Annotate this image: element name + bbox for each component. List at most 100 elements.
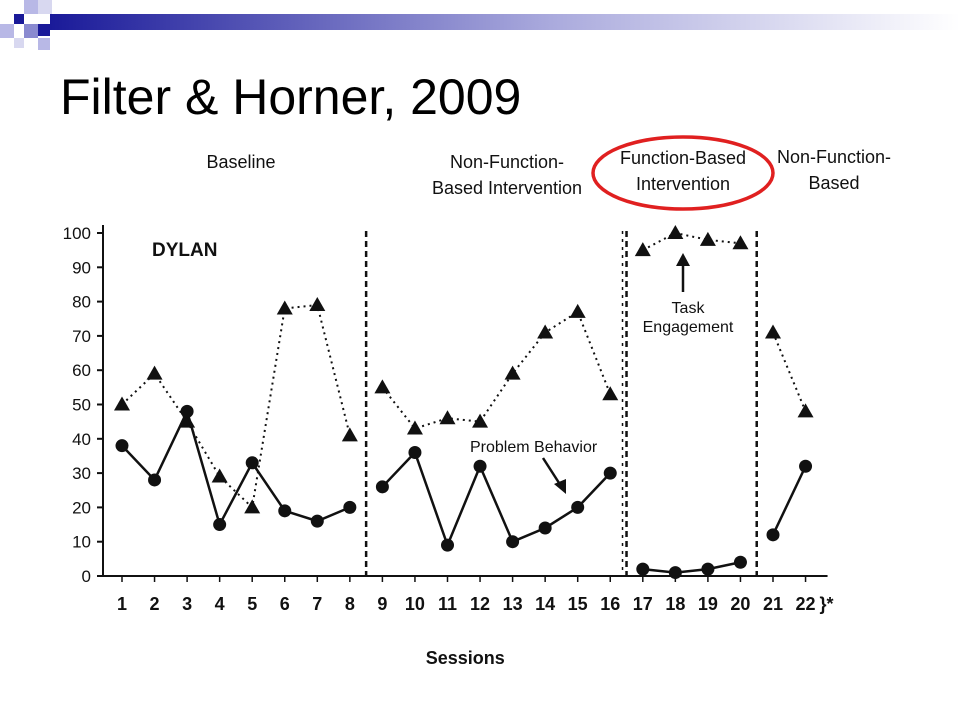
- x-tick-label: 6: [280, 594, 290, 614]
- problem-behavior-point: [310, 514, 324, 528]
- problem-behavior-point: [213, 518, 227, 532]
- task-engagement-point: [244, 499, 261, 514]
- x-tick-label: 4: [215, 594, 225, 614]
- problem-behavior-point: [245, 456, 259, 470]
- y-tick-label: 90: [72, 258, 91, 277]
- problem-behavior-point: [571, 500, 585, 514]
- problem-behavior-point: [115, 439, 129, 453]
- task-engagement-point: [699, 231, 716, 246]
- annotation-arrowhead: [676, 253, 690, 266]
- y-tick-label: 30: [72, 464, 91, 483]
- problem-behavior-point: [733, 555, 747, 569]
- x-tick-label: 15: [568, 594, 588, 614]
- phase-label: Baseline: [206, 152, 275, 172]
- x-axis-label: Sessions: [426, 648, 505, 668]
- task-engagement-point: [504, 365, 521, 380]
- x-tick-label: 16: [600, 594, 620, 614]
- phase-label: Non-Function-: [450, 152, 564, 172]
- y-tick-label: 70: [72, 327, 91, 346]
- task-engagement-point: [667, 225, 684, 239]
- problem-behavior-point: [668, 566, 682, 580]
- y-tick-label: 0: [82, 567, 91, 586]
- x-tick-label: 8: [345, 594, 355, 614]
- problem-behavior-point: [799, 459, 813, 473]
- highlight-circle: [591, 135, 775, 211]
- task-engagement-line: [381, 310, 612, 430]
- y-tick-label: 60: [72, 361, 91, 380]
- problem-behavior-point: [766, 528, 780, 542]
- phase-label: Based Intervention: [432, 178, 582, 198]
- task-engagement-point: [114, 396, 130, 411]
- subject-name: DYLAN: [152, 240, 217, 261]
- slide-title: Filter & Horner, 2009: [60, 69, 522, 125]
- y-tick-label: 10: [72, 533, 91, 552]
- task-engagement-line: [772, 332, 807, 412]
- x-tick-label: 3: [182, 594, 192, 614]
- task-engagement-point: [569, 303, 586, 318]
- problem-behavior-point: [506, 535, 520, 549]
- x-tick-label: 19: [698, 594, 718, 614]
- phase-label: Intervention: [636, 174, 730, 194]
- problem-behavior-line: [381, 450, 612, 549]
- problem-behavior-point: [441, 538, 454, 552]
- task-engagement-point: [634, 242, 651, 257]
- x-tick-label: 21: [763, 594, 783, 614]
- x-tick-label: 9: [377, 594, 387, 614]
- x-tick-label: 12: [470, 594, 490, 614]
- task-engagement-line: [121, 303, 351, 510]
- task-engagement-line: [642, 231, 741, 252]
- x-tick-label: 20: [730, 594, 750, 614]
- problem-behavior-annotation: Problem Behavior: [470, 439, 598, 456]
- y-tick-label: 100: [63, 224, 91, 243]
- x-tick-label: 5: [247, 594, 257, 614]
- task-engagement-annotation: Task: [672, 300, 706, 317]
- problem-behavior-point: [375, 480, 389, 494]
- task-engagement-point: [472, 413, 489, 428]
- task-engagement-point: [765, 324, 781, 339]
- problem-behavior-point: [408, 446, 422, 460]
- y-tick-label: 50: [72, 396, 91, 415]
- problem-behavior-point: [343, 500, 357, 514]
- task-engagement-point: [406, 420, 423, 435]
- annotation-arrowhead: [554, 479, 566, 494]
- task-engagement-point: [211, 468, 228, 483]
- task-engagement-point: [602, 386, 619, 401]
- x-tick-label: 17: [633, 594, 653, 614]
- problem-behavior-line: [121, 407, 351, 528]
- x-tick-label: 11: [438, 594, 457, 614]
- x-tick-label: 22: [796, 594, 816, 614]
- task-engagement-point: [146, 365, 163, 380]
- task-engagement-point: [276, 300, 293, 315]
- x-bracket-note: }*: [820, 594, 834, 614]
- problem-behavior-point: [473, 459, 487, 473]
- annotation-arrow: [541, 457, 563, 487]
- task-engagement-point: [797, 403, 814, 418]
- problem-behavior-point: [278, 504, 292, 518]
- problem-behavior-point: [701, 562, 715, 576]
- x-tick-label: 1: [117, 594, 127, 614]
- task-engagement-point: [309, 297, 326, 312]
- x-tick-label: 18: [665, 594, 685, 614]
- problem-behavior-point: [538, 521, 552, 535]
- phase-label: Based: [808, 173, 859, 193]
- y-tick-label: 80: [72, 293, 91, 312]
- task-engagement-point: [537, 324, 554, 339]
- task-engagement-point: [439, 410, 456, 425]
- problem-behavior-point: [180, 404, 194, 418]
- task-engagement-point: [341, 427, 358, 442]
- phase-label: Function-Based: [620, 148, 746, 168]
- task-engagement-point: [732, 235, 749, 250]
- task-engagement-annotation: Engagement: [643, 319, 734, 336]
- y-tick-label: 20: [72, 498, 91, 517]
- problem-behavior-point: [636, 562, 650, 576]
- problem-behavior-point: [148, 473, 162, 487]
- problem-behavior-line: [771, 465, 807, 536]
- task-engagement-point: [374, 379, 391, 394]
- slide-corner-decoration: [0, 0, 960, 60]
- x-tick-label: 10: [405, 594, 425, 614]
- x-tick-label: 14: [535, 594, 555, 614]
- y-tick-label: 40: [72, 430, 91, 449]
- x-tick-label: 7: [312, 594, 322, 614]
- x-tick-label: 13: [503, 594, 523, 614]
